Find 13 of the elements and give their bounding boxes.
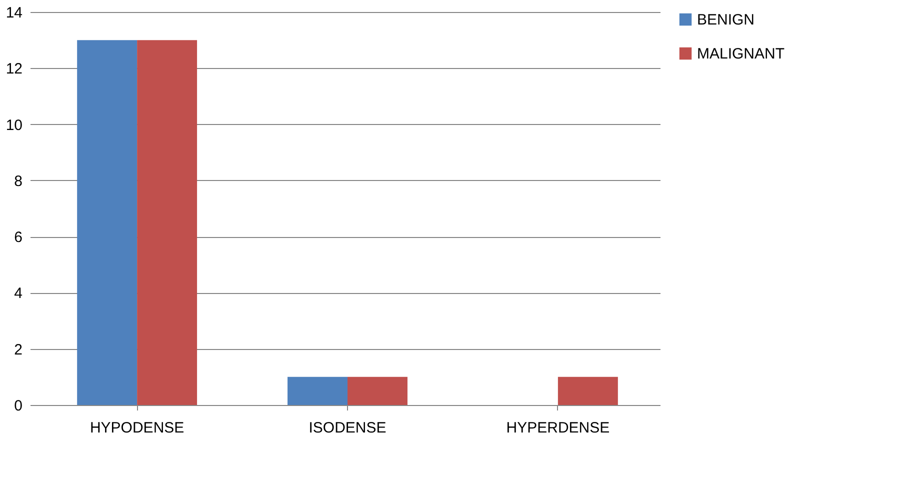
- legend-label: MALIGNANT: [697, 46, 785, 62]
- y-tick-label: 10: [6, 116, 22, 134]
- x-tick-label: ISODENSE: [308, 420, 386, 436]
- y-tick-label: 2: [14, 341, 22, 358]
- y-tick-label: 6: [14, 229, 22, 246]
- y-tick-label: 8: [14, 172, 22, 190]
- x-tick-label: HYPERDENSE: [506, 420, 610, 436]
- y-tick-label: 14: [6, 4, 22, 22]
- y-tick-label: 4: [14, 285, 22, 302]
- x-tick-label: HYPODENSE: [90, 420, 184, 436]
- y-tick-label: 12: [6, 60, 22, 78]
- legend-label: BENIGN: [697, 12, 755, 28]
- y-tick-label: 0: [14, 398, 22, 414]
